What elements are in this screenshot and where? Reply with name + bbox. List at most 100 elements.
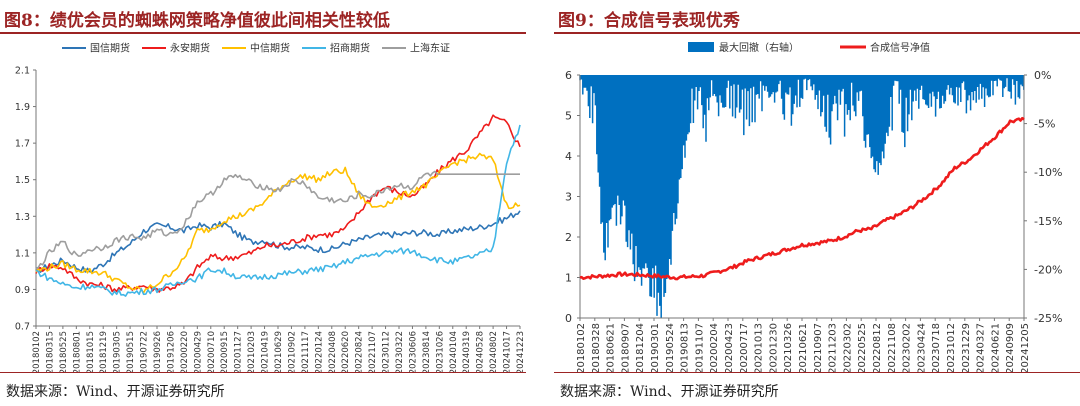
x-tick-label: 20221107 xyxy=(368,331,378,372)
figure-9-title-rule xyxy=(554,32,1080,34)
x-tick-label: 20240802 xyxy=(489,331,499,372)
x-tick-label: 20181204 xyxy=(635,323,646,372)
y-tick-label: 4 xyxy=(565,150,572,163)
x-tick-label: 20211203 xyxy=(828,323,839,372)
y-tick-label: 2.1 xyxy=(15,66,30,77)
legend-label-1: 永安期货 xyxy=(170,42,210,55)
y2-tick-label: -10% xyxy=(1034,166,1062,179)
x-tick-label: 20221108 xyxy=(887,323,898,372)
y-tick-label: 1.9 xyxy=(15,102,30,113)
y2-tick-label: -15% xyxy=(1034,215,1062,228)
x-tick-label: 20230814 xyxy=(422,331,432,372)
x-tick-label: 20180315 xyxy=(45,331,55,372)
x-tick-label: 20240909 xyxy=(1005,323,1016,372)
figure-8-title: 图8：绩优会员的蜘蛛网策略净值彼此间相关性较低 xyxy=(4,11,390,31)
series-line-0 xyxy=(35,210,521,273)
x-tick-label: 20231026 xyxy=(435,331,445,372)
y-tick-label: 6 xyxy=(565,69,572,82)
figure-8-panel: 图8：绩优会员的蜘蛛网策略净值彼此间相关性较低 0.7 0.9 1.1 1.3 1.5 1… xyxy=(0,0,526,406)
x-tick-label: 20181015 xyxy=(86,331,96,372)
figure-9-panel: 图9：合成信号表现优秀 0 1 2 3 4 5 6 0% -5% -10% -15% -20% -25%… xyxy=(554,0,1080,406)
y2-tick-label: -20% xyxy=(1034,263,1062,276)
x-tick-label: 20200423 xyxy=(724,323,735,372)
x-tick-label: 20200717 xyxy=(739,323,750,372)
x-tick-label: 20200204 xyxy=(709,323,720,372)
x-tick-label: 20230606 xyxy=(408,331,418,372)
y-tick-label: 1.1 xyxy=(15,248,30,259)
y-tick-label: 1 xyxy=(565,272,572,285)
x-tick-label: 20220620 xyxy=(341,331,351,372)
y-tick-label: 2 xyxy=(565,231,572,244)
x-tick-label: 20180907 xyxy=(620,323,631,372)
x-tick-label: 20190813 xyxy=(680,323,691,372)
y-tick-label: 0.9 xyxy=(15,285,30,296)
x-tick-label: 20180102 xyxy=(576,323,587,372)
y-tick-label: 0 xyxy=(565,312,572,325)
figure-8-line-chart: 0.7 0.9 1.1 1.3 1.5 1.7 1.9 2.1 20180102 20180315… xyxy=(15,42,526,373)
legend-label-2: 中信期货 xyxy=(250,42,290,55)
x-tick-label: 20220302 xyxy=(842,323,853,372)
x-tick-label: 20241205 xyxy=(1020,323,1031,372)
y-tick-label: 0.7 xyxy=(15,322,30,333)
x-tick-label: 20240327 xyxy=(976,323,987,372)
figure-9-drawdown-chart: 0 1 2 3 4 5 6 0% -5% -10% -15% -20% -25% 20180102 2018… xyxy=(565,41,1062,372)
x-tick-label: 20190305 xyxy=(113,331,123,372)
x-tick-label: 20191107 xyxy=(694,323,705,372)
x-tick-label: 20181219 xyxy=(99,331,109,372)
x-tick-label: 20231229 xyxy=(961,323,972,372)
x-tick-label: 20231012 xyxy=(946,323,957,372)
x-tick-label: 20200915 xyxy=(220,331,230,372)
figure-8-source: 数据来源：Wind、开源证券研究所 xyxy=(6,384,225,400)
x-tick-label: 20210907 xyxy=(813,323,824,372)
y-tick-label: 3 xyxy=(565,191,572,204)
x-tick-label: 20220408 xyxy=(328,331,338,372)
x-tick-label: 20210621 xyxy=(798,323,809,372)
x-tick-label: 20210629 xyxy=(274,331,284,372)
figure-9-source: 数据来源：Wind、开源证券研究所 xyxy=(560,384,779,400)
x-tick-label: 20190524 xyxy=(665,323,676,372)
x-tick-label: 20240319 xyxy=(462,331,472,372)
series-line-1 xyxy=(35,114,521,293)
y2-tick-label: 0% xyxy=(1034,69,1051,82)
x-tick-label: 20240621 xyxy=(990,323,1001,372)
x-tick-label: 20220525 xyxy=(857,323,868,372)
x-tick-label: 20200429 xyxy=(193,331,203,372)
x-tick-label: 20211117 xyxy=(301,331,311,372)
x-tick-label: 20220812 xyxy=(872,323,883,372)
legend-label-4: 上海东证 xyxy=(410,42,450,55)
legend-label-3: 招商期货 xyxy=(330,42,370,55)
x-tick-label: 20220124 xyxy=(314,331,324,372)
x-tick-label: 20210326 xyxy=(783,323,794,372)
x-tick-label: 20210203 xyxy=(247,331,257,372)
x-tick-label: 20230718 xyxy=(931,323,942,372)
x-tick-label: 20230322 xyxy=(395,331,405,372)
x-tick-label: 20201127 xyxy=(234,331,244,372)
figure-9-source-rule xyxy=(554,372,1080,373)
legend-label-drawdown: 最大回撤（右轴） xyxy=(719,41,799,54)
x-tick-label: 20190515 xyxy=(126,331,136,372)
x-tick-label: 20200220 xyxy=(180,331,190,372)
x-tick-label: 20191206 xyxy=(166,331,176,372)
x-tick-label: 20230112 xyxy=(382,331,392,372)
series-line-3 xyxy=(35,124,521,297)
x-tick-label: 20180621 xyxy=(606,323,617,372)
y2-tick-label: -5% xyxy=(1034,118,1055,131)
x-tick-label: 20180328 xyxy=(591,323,602,372)
x-tick-label: 20240104 xyxy=(449,331,459,372)
x-tick-label: 20190926 xyxy=(153,331,163,372)
x-tick-label: 20230202 xyxy=(902,323,913,372)
legend-label-0: 国信期货 xyxy=(90,42,130,55)
netvalue-line xyxy=(579,116,1025,281)
figure-8-title-rule xyxy=(0,32,526,34)
y2-tick-label: -25% xyxy=(1034,312,1062,325)
x-tick-label: 20230424 xyxy=(916,323,927,372)
x-tick-label: 20180102 xyxy=(32,331,42,372)
x-tick-label: 20241223 xyxy=(516,331,526,372)
x-tick-label: 20220824 xyxy=(355,331,365,372)
x-tick-label: 20180801 xyxy=(72,331,82,372)
x-tick-label: 20190722 xyxy=(140,331,150,372)
y-tick-label: 5 xyxy=(565,110,572,123)
series-line-4 xyxy=(35,170,520,270)
x-tick-label: 20241017 xyxy=(503,331,513,372)
figure-8-source-rule xyxy=(0,372,526,373)
